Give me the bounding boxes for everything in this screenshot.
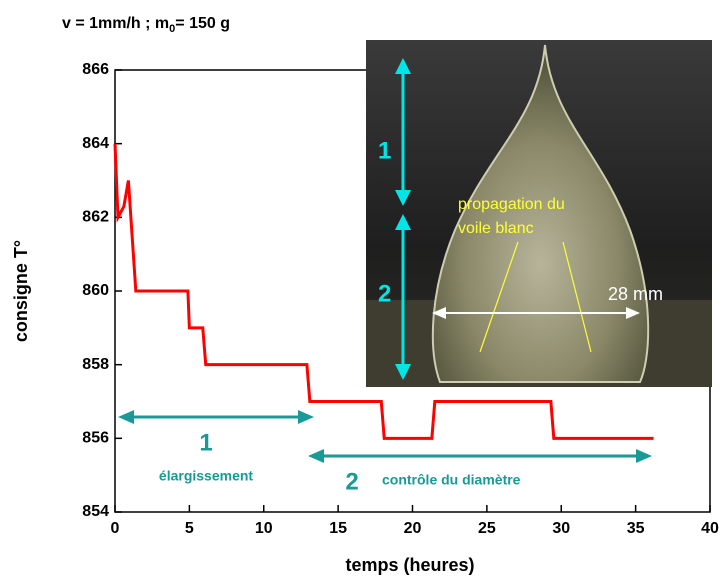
annotation: contrôle du diamètre: [382, 472, 521, 488]
x-tick-label: 0: [111, 520, 120, 537]
annotation: 1: [199, 429, 212, 456]
photo-label: propagation du: [458, 196, 565, 213]
x-tick-label: 20: [404, 520, 422, 537]
title-part: = 150 g: [175, 15, 230, 32]
y-tick-label: 858: [82, 356, 109, 373]
photo-label: 2: [378, 280, 391, 307]
arrowhead: [395, 58, 411, 206]
x-tick-label: 35: [627, 520, 645, 537]
x-tick-label: 15: [329, 520, 347, 537]
y-axis-label: consigne T°: [11, 240, 31, 342]
annotation: 2: [345, 468, 358, 495]
y-tick-label: 856: [82, 430, 109, 447]
y-tick-label: 862: [82, 209, 109, 226]
photo-label: 1: [378, 137, 391, 164]
x-tick-label: 25: [478, 520, 496, 537]
x-tick-label: 30: [552, 520, 570, 537]
data-line: [113, 143, 654, 440]
y-tick-label: 860: [82, 282, 109, 299]
photo-label: voile blanc: [458, 220, 534, 237]
x-tick-label: 5: [185, 520, 194, 537]
photo-label: 28 mm: [608, 284, 663, 304]
y-tick-label: 864: [82, 135, 109, 152]
x-tick-label: 10: [255, 520, 273, 537]
crystal: [431, 44, 650, 383]
pointer: [479, 241, 519, 353]
chart-title: v = 1mm/h ; m0= 150 g: [62, 15, 230, 35]
title-part: v = 1mm/h ; m: [62, 15, 169, 32]
plot-area: 854 856 858 860 862 864 866 0 5 10 15 20 25 30 35 40: [82, 61, 719, 537]
annotations: 1 élargissement 2 contrôle du diamètre: [118, 410, 652, 495]
y-tick-label: 854: [82, 503, 109, 520]
y-tick-label: 866: [82, 61, 109, 78]
annotation: élargissement: [159, 468, 253, 484]
pointer: [562, 241, 592, 353]
title-subscript: 0: [169, 23, 175, 35]
x-tick-label: 40: [701, 520, 719, 537]
x-axis-label: temps (heures): [345, 555, 474, 575]
photo: 1 2 propagation du voile blanc 28 mm: [366, 40, 712, 387]
